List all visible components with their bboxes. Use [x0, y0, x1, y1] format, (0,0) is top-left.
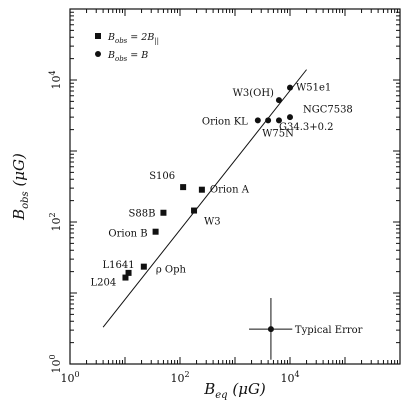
data-points	[122, 84, 293, 281]
axis-ticks	[69, 8, 401, 365]
point-label: W51e1	[296, 83, 331, 94]
point-square	[125, 269, 132, 276]
point-label: Orion A	[210, 185, 250, 196]
error-bar-point	[267, 326, 274, 333]
legend-square-marker	[95, 33, 101, 39]
legend-label: Bobs = B	[107, 50, 148, 63]
legend-circle-marker	[95, 51, 101, 57]
point-label: L204	[90, 278, 116, 289]
point-circle	[275, 97, 282, 104]
point-label: W3	[204, 217, 221, 228]
point-label: W75N	[262, 128, 294, 139]
point-circle	[275, 117, 282, 124]
typical-error-label: Typical Error	[295, 325, 363, 336]
axis-labels: Beq (μG) Bobs (μG)	[10, 153, 266, 400]
y-axis-label: Bobs (μG)	[10, 153, 31, 221]
point-label: S106	[149, 171, 175, 182]
typical-error-bar: Typical Error	[249, 298, 363, 360]
tick-labels: 100 102 104 100 102 104	[48, 70, 300, 385]
point-circle	[265, 117, 272, 124]
point-square	[180, 184, 187, 191]
point-square	[140, 263, 147, 270]
point-square	[160, 209, 167, 216]
fit-line	[102, 69, 307, 328]
point-label: G34.3+0.2	[279, 122, 334, 133]
x-axis-label: Beq (μG)	[203, 380, 266, 400]
point-label: L1641	[103, 260, 135, 271]
point-square	[198, 186, 205, 193]
point-circle	[287, 114, 293, 121]
point-circle	[287, 84, 293, 91]
point-label: W3(OH)	[233, 88, 274, 99]
point-square	[191, 207, 198, 214]
point-square	[152, 228, 159, 235]
point-labels: L1641 L204 ρ Oph Orion B S88B S106 Orion A W3 Or…	[90, 83, 352, 289]
point-label: S88B	[129, 209, 156, 220]
point-circle	[254, 117, 261, 124]
point-square	[122, 274, 129, 281]
point-label: Orion KL	[202, 116, 248, 127]
legend-label: Bobs = 2B||	[107, 32, 159, 45]
y-tick-label: 100	[48, 354, 63, 373]
y-tick-label: 102	[48, 212, 63, 231]
x-tick-label: 100	[60, 370, 79, 385]
point-label: NGC7538	[303, 104, 353, 115]
y-tick-label: 104	[48, 70, 63, 89]
point-label: ρ Oph	[156, 265, 187, 276]
point-label: Orion B	[108, 229, 147, 240]
legend: Bobs = 2B|| Bobs = B	[95, 32, 159, 63]
x-tick-label: 102	[170, 370, 189, 385]
x-tick-label: 104	[280, 370, 299, 385]
